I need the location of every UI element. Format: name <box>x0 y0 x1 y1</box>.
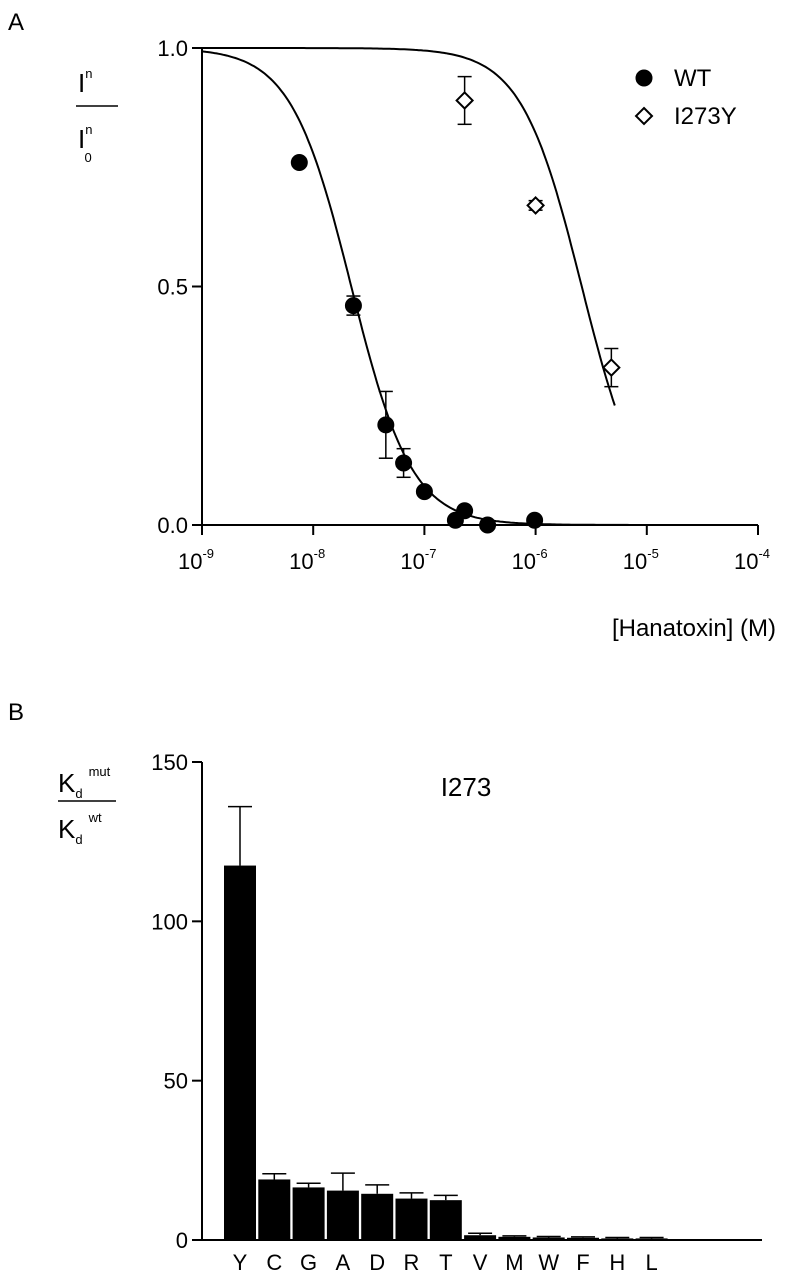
panel-a-letter: A <box>8 9 24 36</box>
panel-a-ylabel-numerator: I <box>78 68 85 98</box>
legend-label-wt: WT <box>674 65 712 92</box>
bar-h <box>601 1238 634 1240</box>
bar-c <box>258 1179 291 1240</box>
bar-r <box>395 1198 428 1240</box>
panel-a-x-tick-label: 10-7 <box>400 546 436 574</box>
data-point-wt <box>344 297 362 315</box>
category-label-v: V <box>473 1250 488 1275</box>
panel-a-x-tick-label: 10-4 <box>734 546 770 574</box>
category-label-h: H <box>609 1250 625 1275</box>
bar-w <box>532 1237 565 1240</box>
panel-b-ylabel-denominator: K <box>58 814 76 844</box>
panel-b-y-tick-label: 150 <box>151 750 188 775</box>
data-point-wt <box>415 483 433 501</box>
category-label-r: R <box>404 1250 420 1275</box>
data-point-wt <box>456 502 474 520</box>
svg-text:Kdmut: Kdmut <box>58 764 111 801</box>
bar-y <box>224 865 256 1240</box>
panel-a-ylabel-denominator: I <box>78 124 85 154</box>
data-point-wt <box>290 153 308 171</box>
data-point-i273y <box>455 91 475 110</box>
panel-a-ylabel-denominator-sup: n <box>85 122 92 137</box>
bar-t <box>429 1200 462 1240</box>
panel-b-ylabel-numerator-sup: mut <box>89 764 111 779</box>
bar-a <box>326 1190 359 1240</box>
svg-text:In: In <box>78 66 92 98</box>
panel-b-ylabel-numerator: K <box>58 768 76 798</box>
svg-text:In0: In 0 <box>78 122 92 165</box>
category-label-g: G <box>300 1250 317 1275</box>
bar-v <box>464 1235 497 1240</box>
category-label-t: T <box>439 1250 452 1275</box>
panel-b-ylabel-denominator-sub: d <box>75 832 82 847</box>
panel-a-ylabel: In In 0 <box>76 66 118 165</box>
category-label-m: M <box>505 1250 523 1275</box>
data-point-wt <box>395 454 413 472</box>
panel-b-letter: B <box>8 699 24 726</box>
panel-b-y-tick-label: 0 <box>176 1228 188 1253</box>
bar-m <box>498 1236 531 1240</box>
panel-b-ylabel: Kdmut Kdwt <box>58 764 116 847</box>
data-point-i273y <box>601 358 621 378</box>
bar-f <box>567 1237 599 1240</box>
panel-a-fit-curve-i273y <box>202 47 616 406</box>
bar-d <box>361 1193 394 1240</box>
category-label-y: Y <box>233 1250 248 1275</box>
data-point-i273y <box>526 195 546 215</box>
category-label-c: C <box>266 1250 282 1275</box>
legend-marker-i273y <box>634 106 654 126</box>
bar-l <box>635 1238 668 1240</box>
panel-a-y-tick-label: 1.0 <box>157 36 188 61</box>
panel-b-series-label: I273 <box>441 772 492 802</box>
panel-a-y-tick-label: 0.0 <box>157 513 188 538</box>
panel-a-fit-curve-wt <box>201 50 703 526</box>
category-label-f: F <box>576 1250 589 1275</box>
panel-a-ylabel-numerator-sup: n <box>85 66 92 81</box>
panel-b-y-tick-label: 100 <box>151 909 188 934</box>
category-label-w: W <box>538 1250 559 1275</box>
panel-a-chart: In In 0 0.0 0.5 1.0 10-9 10-8 10-7 10-6 10-5 10-4… <box>76 36 776 642</box>
bar-g <box>292 1187 325 1240</box>
panel-a-x-tick-label: 10-5 <box>623 546 659 574</box>
panel-a-x-tick-label: 10-8 <box>289 546 325 574</box>
panel-a-x-tick-label: 10-6 <box>512 546 548 574</box>
panel-a-ylabel-denominator-sub: 0 <box>84 150 91 165</box>
legend-label-i273y: I273Y <box>674 103 737 130</box>
panel-a-y-tick-label: 0.5 <box>157 275 188 300</box>
category-label-l: L <box>645 1250 657 1275</box>
svg-text:Kdwt: Kdwt <box>58 810 102 847</box>
panel-b-ylabel-numerator-sub: d <box>75 786 82 801</box>
data-point-wt <box>479 516 497 534</box>
panel-b-ylabel-denominator-sup: wt <box>88 810 102 825</box>
legend-marker-wt <box>635 69 653 87</box>
data-point-wt <box>377 416 395 434</box>
category-label-a: A <box>336 1250 351 1275</box>
panel-a-x-tick-label: 10-9 <box>178 546 214 574</box>
category-label-d: D <box>369 1250 385 1275</box>
data-point-wt <box>526 511 544 529</box>
panel-a-xlabel: [Hanatoxin] (M) <box>612 615 776 642</box>
panel-b-y-tick-label: 50 <box>164 1069 188 1094</box>
